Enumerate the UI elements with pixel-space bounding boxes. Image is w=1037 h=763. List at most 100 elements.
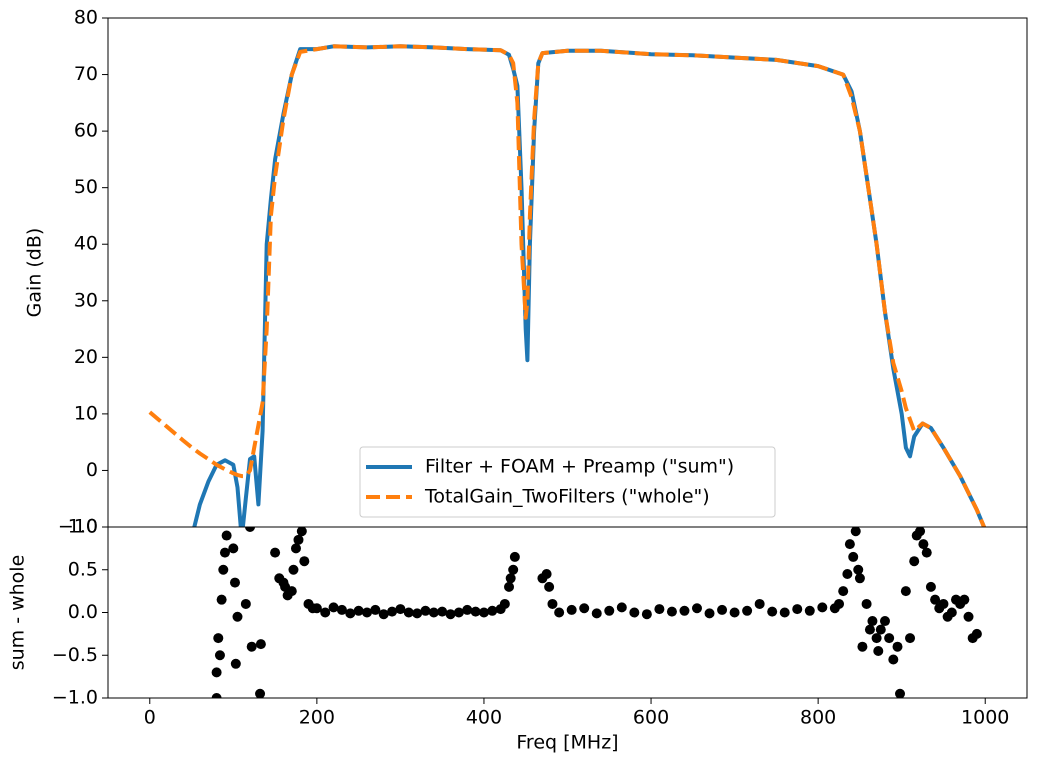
point	[218, 564, 229, 575]
point	[328, 602, 339, 613]
point	[566, 604, 577, 615]
point	[884, 633, 895, 644]
point	[487, 605, 498, 616]
point	[892, 641, 903, 652]
point	[437, 606, 448, 617]
point	[246, 641, 257, 652]
point	[219, 547, 230, 558]
x-tick-label: 0	[144, 707, 156, 729]
y-tick-label: −0.5	[52, 644, 98, 666]
point	[395, 604, 406, 615]
legend-label: Filter + FOAM + Preamp ("sum")	[425, 456, 734, 478]
y-tick-label: 0.5	[68, 558, 98, 580]
point	[767, 606, 778, 617]
point	[293, 534, 304, 545]
y-axis-label: Gain (dB)	[24, 228, 46, 318]
point	[229, 577, 240, 588]
point	[691, 603, 702, 614]
x-tick-label: 800	[800, 707, 836, 729]
point	[270, 547, 281, 558]
x-tick-label: 1000	[961, 707, 1009, 729]
point	[311, 603, 322, 614]
point	[232, 611, 243, 622]
point	[779, 607, 790, 618]
point	[864, 624, 875, 635]
point	[508, 564, 519, 575]
point	[629, 607, 640, 618]
y-tick-label: 40	[74, 233, 98, 255]
point	[403, 607, 414, 618]
y-tick-label: 0.0	[68, 601, 98, 623]
point	[895, 688, 906, 698]
point	[387, 606, 398, 617]
point	[915, 527, 926, 537]
y-tick-label: 20	[74, 346, 98, 368]
point	[230, 658, 241, 669]
point	[842, 569, 853, 580]
point	[378, 609, 389, 620]
point	[320, 607, 331, 618]
point	[336, 604, 347, 615]
point	[641, 609, 652, 620]
point	[299, 556, 310, 567]
point	[817, 602, 828, 613]
point	[228, 543, 239, 554]
point	[505, 573, 516, 584]
point	[296, 527, 307, 537]
point	[654, 604, 665, 615]
point	[541, 569, 552, 580]
point	[255, 688, 266, 698]
y-tick-label: 30	[74, 289, 98, 311]
y-tick-label: 80	[74, 7, 98, 29]
y-tick-label: 70	[74, 63, 98, 85]
point	[478, 607, 489, 618]
legend: Filter + FOAM + Preamp ("sum") TotalGain_…	[359, 446, 776, 518]
y-tick-label: 50	[74, 176, 98, 198]
point	[345, 608, 356, 619]
point	[547, 598, 558, 609]
point	[861, 598, 872, 609]
point	[717, 604, 728, 615]
point	[286, 586, 297, 597]
point	[509, 551, 520, 562]
point	[412, 608, 423, 619]
point	[544, 581, 555, 592]
point	[871, 633, 882, 644]
y-tick-label: −1.0	[52, 687, 98, 709]
point	[729, 607, 740, 618]
x-tick-label: 600	[633, 707, 669, 729]
x-tick-label: 400	[466, 707, 502, 729]
point	[875, 624, 886, 635]
point	[854, 573, 865, 584]
y-tick-label: 60	[74, 120, 98, 142]
point	[462, 604, 473, 615]
point	[754, 598, 765, 609]
point	[857, 641, 868, 652]
x-axis-label: Freq [MHz]	[516, 732, 618, 754]
point	[245, 527, 256, 532]
point	[290, 543, 301, 554]
legend-label: TotalGain_TwoFilters ("whole")	[424, 486, 710, 508]
point	[445, 609, 456, 620]
point	[834, 598, 845, 609]
legend-box	[359, 446, 776, 518]
point	[900, 586, 911, 597]
point	[888, 654, 899, 665]
point	[905, 633, 916, 644]
y-axis-label: sum - whole	[7, 555, 29, 671]
point	[921, 547, 932, 558]
point	[938, 598, 949, 609]
point	[361, 607, 372, 618]
point	[216, 594, 227, 605]
x-tick-label: 200	[299, 707, 335, 729]
point	[971, 628, 982, 639]
point	[925, 581, 936, 592]
point	[240, 598, 251, 609]
point	[853, 564, 864, 575]
point	[211, 667, 222, 678]
y-tick-label: 0	[86, 459, 98, 481]
point	[428, 607, 439, 618]
point	[838, 586, 849, 597]
point	[844, 539, 855, 550]
